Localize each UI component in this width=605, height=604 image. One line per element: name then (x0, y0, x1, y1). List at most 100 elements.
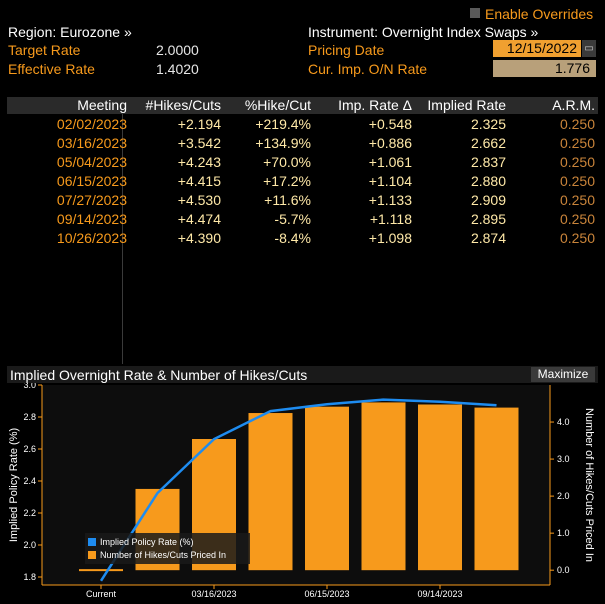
col-header-imp-rate-delta[interactable]: Imp. Rate Δ (338, 97, 412, 113)
table-cell: 02/02/2023 (56, 116, 127, 132)
table-cell: 2.874 (470, 230, 506, 246)
table-cell: 05/04/2023 (56, 154, 127, 170)
y-axis-title: Implied Policy Rate (%) (8, 428, 20, 542)
table-cell: 0.250 (559, 211, 595, 227)
y2-tick-label: 2.0 (557, 491, 570, 501)
y-tick-label: 2.8 (23, 412, 36, 422)
table-divider (122, 114, 123, 364)
legend-label: Implied Policy Rate (%) (100, 537, 194, 547)
x-tick-label: 03/16/2023 (191, 589, 236, 599)
y-tick-label: 3.0 (23, 383, 36, 390)
table-cell: +4.243 (177, 154, 221, 170)
table-cell: +4.390 (177, 230, 221, 246)
table-cell: +2.194 (177, 116, 221, 132)
table-cell: +1.133 (368, 192, 412, 208)
chart-bar (361, 402, 406, 571)
table-cell: 0.250 (559, 135, 595, 151)
y-tick-label: 2.6 (23, 444, 36, 454)
region-selector[interactable]: Region: Eurozone » (8, 24, 132, 40)
chart-svg: 1.8 2.0 2.2 2.4 2.6 2.8 3.0 0.0 1.0 2.0 3.0 4.0 Curr… (8, 383, 595, 599)
table-cell: 06/15/2023 (56, 173, 127, 189)
x-tick-label: 09/14/2023 (417, 589, 462, 599)
legend-label: Number of Hikes/Cuts Priced In (100, 550, 226, 560)
table-row[interactable]: 02/02/2023 +2.194 +219.4% +0.548 2.325 0.250 (7, 116, 598, 133)
x-tick-label: Current (86, 589, 117, 599)
cur-imp-rate-label: Cur. Imp. O/N Rate (308, 61, 428, 77)
table-cell: 0.250 (559, 154, 595, 170)
pricing-date-label: Pricing Date (308, 42, 385, 58)
col-header-pct-hike[interactable]: %Hike/Cut (244, 97, 311, 113)
table-cell: 0.250 (559, 230, 595, 246)
table-cell: +11.6% (264, 192, 311, 208)
target-rate-value: 2.0000 (156, 42, 199, 58)
table-cell: 10/26/2023 (56, 230, 127, 246)
table-cell: +1.118 (369, 211, 412, 227)
table-cell: 2.662 (470, 135, 506, 151)
effective-rate-value: 1.4020 (156, 61, 199, 77)
table-cell: 2.895 (470, 211, 506, 227)
table-header: Meeting #Hikes/Cuts %Hike/Cut Imp. Rate … (7, 97, 598, 114)
table-cell: +70.0% (263, 154, 311, 170)
col-header-meeting[interactable]: Meeting (77, 97, 127, 113)
y-tick-label: 2.0 (23, 540, 36, 550)
table-row[interactable]: 07/27/2023 +4.530 +11.6% +1.133 2.909 0.250 (7, 192, 598, 209)
table-cell: 0.250 (559, 116, 595, 132)
x-tick-label: 06/15/2023 (304, 589, 349, 599)
chart-bar (305, 406, 349, 571)
col-header-hikes[interactable]: #Hikes/Cuts (145, 97, 221, 113)
y2-axis-title: Number of Hikes/Cuts Priced In (583, 408, 595, 562)
table-row[interactable]: 03/16/2023 +3.542 +134.9% +0.886 2.662 0.250 (7, 135, 598, 152)
y2-tick-label: 3.0 (557, 454, 570, 464)
y2-tick-label: 0.0 (557, 565, 570, 575)
col-header-implied-rate[interactable]: Implied Rate (427, 97, 506, 113)
legend-box (85, 533, 250, 564)
target-rate-label: Target Rate (8, 42, 81, 58)
table-body: 02/02/2023 +2.194 +219.4% +0.548 2.325 0.250 0… (7, 116, 598, 246)
table-cell: -5.7% (274, 211, 311, 227)
table-cell: +3.542 (177, 135, 221, 151)
table-cell: +1.098 (368, 230, 412, 246)
table-cell: +17.2% (263, 173, 311, 189)
table-cell: +4.474 (177, 211, 221, 227)
chart-title: Implied Overnight Rate & Number of Hikes… (10, 367, 308, 383)
maximize-button[interactable]: Maximize (531, 367, 595, 382)
table-cell: +134.9% (255, 135, 311, 151)
col-header-arm[interactable]: A.R.M. (552, 97, 595, 113)
y-tick-label: 1.8 (23, 572, 36, 582)
table-cell: 2.325 (470, 116, 506, 132)
table-cell: 2.909 (470, 192, 506, 208)
table-cell: +1.104 (368, 173, 412, 189)
chart-bar (474, 407, 519, 571)
cur-imp-rate-field[interactable]: 1.776 (493, 60, 596, 77)
table-row[interactable]: 10/26/2023 +4.390 -8.4% +1.098 2.874 0.250 (7, 230, 598, 247)
legend-swatch-bar (88, 551, 96, 559)
y2-tick-label: 1.0 (557, 528, 570, 538)
table-cell: 07/27/2023 (56, 192, 127, 208)
chart-title-bar (7, 366, 598, 383)
y-tick-label: 2.2 (23, 508, 36, 518)
table-cell: +0.548 (368, 116, 412, 132)
table-cell: 2.880 (470, 173, 506, 189)
calendar-icon[interactable]: ▭ (582, 40, 596, 57)
chart-line-implied-rate (99, 398, 497, 582)
legend-swatch-line (88, 538, 96, 546)
table-row[interactable]: 05/04/2023 +4.243 +70.0% +1.061 2.837 0.250 (7, 154, 598, 171)
table-row[interactable]: 09/14/2023 +4.474 -5.7% +1.118 2.895 0.250 (7, 211, 598, 228)
override-checkbox[interactable] (470, 8, 480, 18)
table-cell: 2.837 (470, 154, 506, 170)
chart-bar (248, 413, 293, 571)
instrument-selector[interactable]: Instrument: Overnight Index Swaps » (308, 24, 539, 40)
table-cell: +4.530 (177, 192, 221, 208)
table-cell: 0.250 (559, 173, 595, 189)
table-cell: 03/16/2023 (56, 135, 127, 151)
enable-overrides-label[interactable]: Enable Overrides (485, 6, 594, 22)
table-cell: -8.4% (274, 230, 311, 246)
effective-rate-label: Effective Rate (8, 61, 95, 77)
table-cell: +219.4% (255, 116, 311, 132)
chart-bar (418, 404, 462, 571)
table-cell: 09/14/2023 (56, 211, 127, 227)
table-row[interactable]: 06/15/2023 +4.415 +17.2% +1.104 2.880 0.250 (7, 173, 598, 190)
table-cell: +1.061 (368, 154, 412, 170)
y2-tick-label: 4.0 (557, 417, 570, 427)
pricing-date-input[interactable]: 12/15/2022 (493, 40, 581, 57)
